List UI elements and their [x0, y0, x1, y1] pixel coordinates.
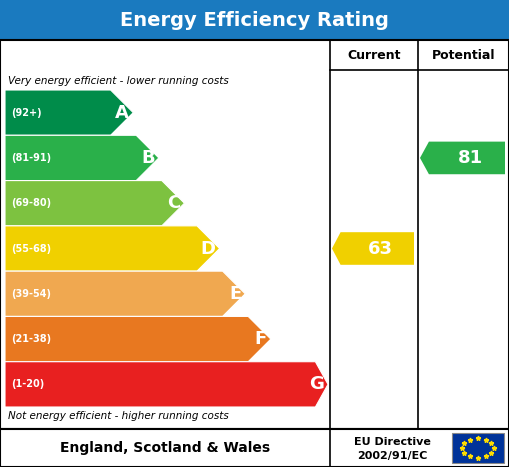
Text: Energy Efficiency Rating: Energy Efficiency Rating	[120, 10, 389, 29]
Text: (69-80): (69-80)	[11, 198, 51, 208]
Text: F: F	[254, 330, 267, 348]
Polygon shape	[332, 232, 414, 265]
Polygon shape	[5, 317, 271, 362]
Polygon shape	[5, 362, 328, 407]
Text: 81: 81	[458, 149, 483, 167]
Bar	[0, 0, 509, 40]
Text: (92+): (92+)	[11, 107, 42, 118]
Polygon shape	[5, 226, 220, 271]
Text: (55-68): (55-68)	[11, 243, 51, 254]
Text: Potential: Potential	[432, 49, 495, 62]
Text: Current: Current	[347, 49, 401, 62]
Text: (39-54): (39-54)	[11, 289, 51, 299]
Polygon shape	[5, 135, 159, 181]
Text: A: A	[116, 104, 129, 121]
Bar	[451, 433, 504, 463]
Bar	[0, 429, 509, 467]
Text: G: G	[309, 375, 324, 393]
Text: E: E	[229, 285, 241, 303]
Text: 2002/91/EC: 2002/91/EC	[357, 452, 428, 461]
Text: (21-38): (21-38)	[11, 334, 51, 344]
Text: (81-91): (81-91)	[11, 153, 51, 163]
Text: Not energy efficient - higher running costs: Not energy efficient - higher running co…	[8, 411, 229, 421]
Text: D: D	[201, 240, 216, 257]
Polygon shape	[5, 181, 184, 226]
Text: (1-20): (1-20)	[11, 379, 44, 389]
Text: EU Directive: EU Directive	[354, 437, 431, 447]
Polygon shape	[5, 271, 245, 317]
Text: Very energy efficient - lower running costs: Very energy efficient - lower running co…	[8, 76, 229, 86]
Bar	[0, 40, 509, 429]
Polygon shape	[420, 142, 505, 174]
Polygon shape	[5, 90, 133, 135]
Text: B: B	[141, 149, 155, 167]
Text: England, Scotland & Wales: England, Scotland & Wales	[60, 441, 270, 455]
Text: C: C	[167, 194, 181, 212]
Text: 63: 63	[368, 240, 393, 257]
